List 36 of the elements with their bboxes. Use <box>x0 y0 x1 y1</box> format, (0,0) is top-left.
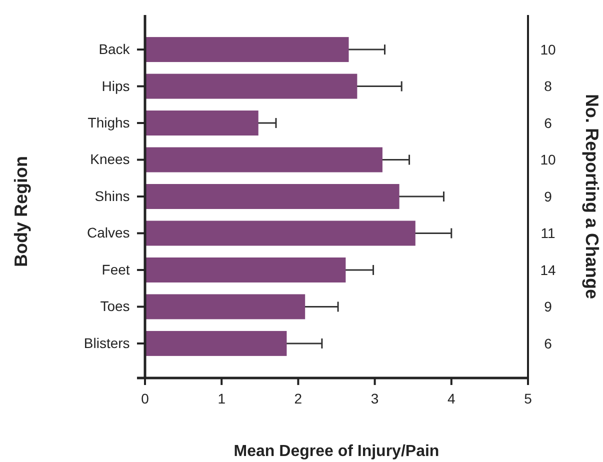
x-tick-label: 2 <box>294 390 302 406</box>
y-tick-label: Hips <box>102 78 130 94</box>
y2-axis-title: No. Reporting a Change <box>582 94 602 300</box>
y-tick-label: Toes <box>100 298 130 314</box>
bar <box>145 110 258 136</box>
text: 8 <box>544 78 552 94</box>
text: 9 <box>544 298 552 315</box>
x-tick-label: 5 <box>524 390 532 406</box>
x-tick-label: 4 <box>448 390 456 406</box>
y-tick-label: Calves <box>87 224 130 241</box>
y-axis-title: Body Region <box>11 156 31 267</box>
bar <box>145 257 346 282</box>
text: 6 <box>544 114 552 131</box>
bar <box>145 220 416 246</box>
x-tick-label: 1 <box>218 390 226 406</box>
y-tick-label: Thighs <box>88 114 130 130</box>
text: 14 <box>540 262 556 278</box>
y-tick-label: Blisters <box>84 334 130 351</box>
text: 10 <box>540 152 556 168</box>
bar <box>145 37 349 62</box>
y-tick-label: Back <box>98 41 131 58</box>
bar <box>145 147 382 172</box>
text: 10 <box>540 41 556 58</box>
x-tick-label: 0 <box>141 390 150 406</box>
bar <box>145 330 287 356</box>
x-tick-label: 3 <box>370 390 379 406</box>
y-tick-label: Feet <box>102 261 130 278</box>
y-tick-label: Shins <box>94 188 130 204</box>
text: 11 <box>540 225 556 242</box>
bar <box>145 294 306 320</box>
text: 6 <box>544 335 552 352</box>
bar <box>145 74 358 99</box>
text: 9 <box>544 188 552 204</box>
x-axis-title: Mean Degree of Injury/Pain <box>234 443 440 460</box>
y-tick-label: Knees <box>90 151 130 168</box>
bar <box>145 184 400 209</box>
